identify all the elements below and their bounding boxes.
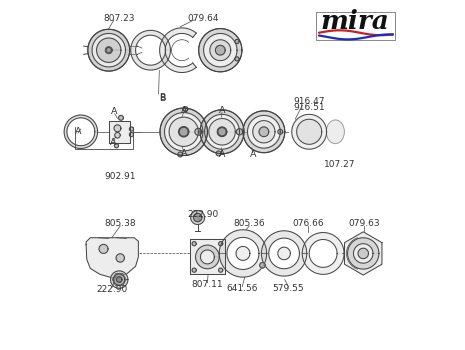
Polygon shape: [209, 119, 235, 145]
Polygon shape: [235, 57, 239, 61]
Polygon shape: [216, 151, 221, 156]
Polygon shape: [345, 232, 382, 275]
Polygon shape: [219, 268, 223, 272]
Polygon shape: [129, 132, 133, 137]
Polygon shape: [236, 129, 243, 135]
Polygon shape: [218, 128, 226, 136]
Text: 641.56: 641.56: [226, 284, 258, 293]
Text: A: A: [249, 150, 256, 159]
Polygon shape: [129, 127, 133, 131]
Text: A: A: [219, 106, 225, 115]
Polygon shape: [235, 40, 239, 43]
Text: A: A: [112, 107, 118, 116]
Polygon shape: [191, 211, 205, 224]
Polygon shape: [196, 245, 219, 269]
Text: A: A: [219, 150, 225, 159]
Polygon shape: [160, 108, 207, 155]
Polygon shape: [199, 29, 242, 72]
Text: A: A: [75, 127, 81, 135]
Text: 807.11: 807.11: [192, 280, 223, 289]
Polygon shape: [200, 110, 244, 154]
Polygon shape: [111, 271, 128, 288]
Polygon shape: [109, 121, 130, 143]
Text: B: B: [159, 94, 165, 103]
Polygon shape: [86, 238, 139, 278]
Ellipse shape: [326, 120, 345, 144]
Polygon shape: [160, 108, 207, 155]
Polygon shape: [88, 29, 130, 71]
Text: 579.55: 579.55: [272, 284, 304, 293]
Polygon shape: [261, 231, 307, 276]
Text: 902.91: 902.91: [105, 172, 136, 181]
Polygon shape: [116, 254, 125, 262]
Polygon shape: [116, 277, 122, 282]
Polygon shape: [200, 110, 244, 154]
Polygon shape: [252, 121, 275, 143]
Polygon shape: [210, 40, 231, 61]
Polygon shape: [88, 29, 130, 71]
Text: 222.90: 222.90: [187, 210, 219, 218]
Polygon shape: [347, 238, 379, 269]
Text: 916.51: 916.51: [293, 103, 325, 112]
Polygon shape: [278, 130, 283, 134]
Polygon shape: [114, 144, 119, 148]
Text: 222.90: 222.90: [97, 285, 128, 294]
Polygon shape: [115, 132, 120, 138]
Polygon shape: [192, 268, 196, 272]
Polygon shape: [199, 29, 242, 72]
Polygon shape: [236, 246, 250, 260]
Polygon shape: [190, 239, 225, 274]
Polygon shape: [99, 244, 108, 253]
Text: 107.27: 107.27: [324, 160, 356, 169]
Polygon shape: [192, 241, 196, 246]
Text: 079.63: 079.63: [348, 219, 380, 228]
Text: A: A: [180, 149, 187, 158]
Polygon shape: [106, 47, 112, 53]
Polygon shape: [259, 262, 265, 268]
Polygon shape: [131, 30, 171, 70]
Polygon shape: [178, 152, 183, 157]
Polygon shape: [183, 107, 188, 112]
Text: 079.64: 079.64: [187, 14, 219, 23]
Polygon shape: [193, 214, 202, 222]
Polygon shape: [97, 38, 121, 62]
Polygon shape: [114, 125, 121, 132]
Polygon shape: [297, 119, 322, 144]
Polygon shape: [292, 114, 326, 149]
FancyBboxPatch shape: [316, 12, 395, 40]
Polygon shape: [219, 241, 223, 246]
Polygon shape: [169, 117, 199, 146]
Polygon shape: [278, 247, 290, 260]
Text: 805.38: 805.38: [105, 219, 136, 228]
Text: 916.47: 916.47: [293, 97, 325, 106]
Polygon shape: [302, 232, 344, 274]
Text: 805.36: 805.36: [233, 219, 265, 228]
Polygon shape: [358, 248, 368, 259]
Polygon shape: [243, 111, 285, 153]
Polygon shape: [64, 115, 98, 148]
Polygon shape: [243, 111, 285, 153]
Text: 076.66: 076.66: [292, 219, 324, 228]
Polygon shape: [219, 230, 266, 277]
Polygon shape: [119, 116, 123, 120]
Polygon shape: [159, 28, 196, 72]
Text: 807.23: 807.23: [103, 14, 135, 23]
Polygon shape: [113, 274, 125, 285]
Polygon shape: [195, 128, 202, 135]
Text: A: A: [180, 106, 187, 115]
Polygon shape: [259, 127, 269, 136]
Polygon shape: [179, 127, 188, 136]
Polygon shape: [215, 45, 225, 55]
Text: mira: mira: [321, 9, 390, 34]
Text: A: A: [110, 139, 117, 147]
Text: B: B: [159, 93, 165, 102]
